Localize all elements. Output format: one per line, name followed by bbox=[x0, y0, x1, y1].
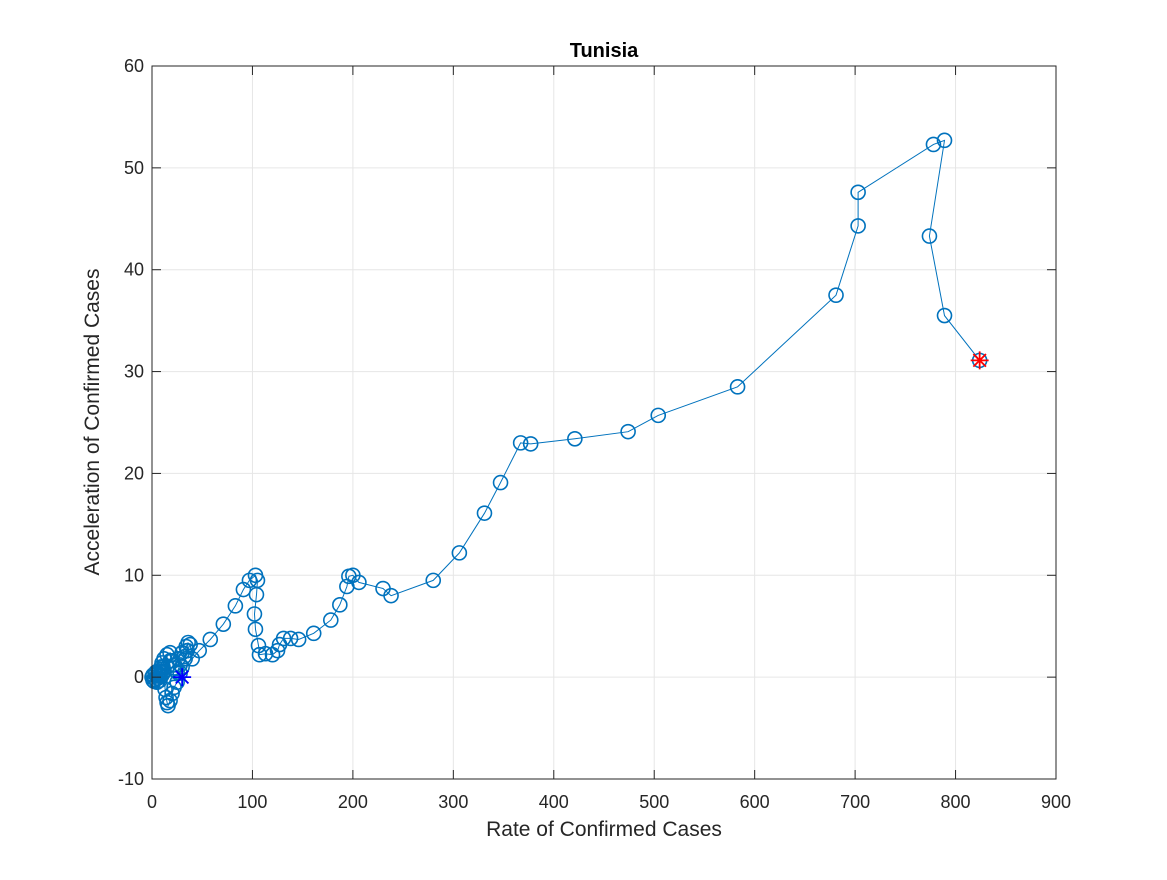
y-axis-label: Acceleration of Confirmed Cases bbox=[81, 269, 104, 576]
plot-area bbox=[152, 66, 1056, 779]
y-tick-label: 30 bbox=[124, 362, 144, 382]
y-tick-label: 0 bbox=[134, 667, 144, 687]
y-tick-label: 10 bbox=[124, 565, 144, 585]
start-marker bbox=[173, 668, 192, 687]
data-point bbox=[650, 407, 667, 424]
data-point bbox=[191, 642, 208, 659]
data-point bbox=[162, 644, 178, 661]
x-tick-label: 300 bbox=[438, 792, 468, 812]
data-point bbox=[227, 598, 244, 614]
axes-box bbox=[151, 65, 1057, 780]
start-marker-stroke bbox=[175, 670, 190, 685]
data-point bbox=[850, 184, 866, 201]
x-tick-label: 400 bbox=[539, 792, 569, 812]
data-point bbox=[383, 587, 399, 604]
data-point bbox=[305, 625, 322, 642]
data-point bbox=[522, 436, 539, 452]
data-point bbox=[290, 631, 307, 648]
data-point bbox=[169, 674, 185, 691]
data-point bbox=[156, 651, 172, 667]
data-point bbox=[476, 505, 493, 521]
y-tick-label: 40 bbox=[124, 260, 144, 280]
data-point bbox=[567, 430, 583, 447]
data-point bbox=[269, 642, 286, 659]
data-point bbox=[925, 136, 942, 153]
tick-marks bbox=[151, 65, 1057, 780]
x-tick-label: 700 bbox=[840, 792, 870, 812]
data-point bbox=[921, 228, 938, 244]
data-point bbox=[172, 657, 188, 673]
x-tick-labels: 0 100 200 300 400 500 600 700 800 900 bbox=[147, 792, 1071, 812]
data-point bbox=[322, 612, 339, 628]
data-point bbox=[275, 630, 292, 647]
data-point bbox=[248, 586, 265, 603]
chart-title: Tunisia bbox=[570, 40, 639, 62]
data-point bbox=[282, 630, 299, 647]
data-point bbox=[257, 645, 274, 662]
data-point bbox=[332, 597, 348, 613]
x-tick-label: 200 bbox=[338, 792, 368, 812]
data-point bbox=[492, 474, 509, 491]
data-point bbox=[512, 435, 529, 451]
x-tick-label: 100 bbox=[237, 792, 267, 812]
y-tick-label: -10 bbox=[118, 769, 144, 789]
x-tick-label: 600 bbox=[740, 792, 770, 812]
y-tick-label: 50 bbox=[124, 158, 144, 178]
data-point bbox=[936, 307, 953, 324]
data-point bbox=[169, 664, 185, 680]
y-tick-label: 60 bbox=[124, 56, 144, 76]
data-point bbox=[215, 616, 232, 632]
data-point bbox=[351, 574, 367, 591]
end-marker bbox=[970, 351, 989, 370]
data-point bbox=[828, 287, 844, 303]
data-point bbox=[202, 631, 219, 648]
y-tick-labels: -10 0 10 20 30 40 50 60 bbox=[118, 56, 144, 789]
data-point bbox=[936, 132, 953, 149]
x-tick-label: 900 bbox=[1041, 792, 1071, 812]
y-tick-label: 20 bbox=[124, 463, 144, 483]
data-point bbox=[154, 667, 170, 683]
data-point bbox=[246, 606, 263, 622]
data-point bbox=[729, 379, 746, 395]
data-point bbox=[247, 621, 264, 638]
grid bbox=[152, 66, 1056, 779]
data-point bbox=[620, 423, 636, 440]
data-point bbox=[251, 646, 268, 663]
x-tick-label: 800 bbox=[941, 792, 971, 812]
x-tick-label: 500 bbox=[639, 792, 669, 812]
end-marker-stroke bbox=[972, 353, 987, 368]
data-point bbox=[850, 218, 866, 234]
x-axis-label: Rate of Confirmed Cases bbox=[486, 818, 722, 841]
x-tick-label: 0 bbox=[147, 792, 157, 812]
data-point bbox=[425, 572, 442, 589]
data-points bbox=[144, 132, 989, 714]
data-point bbox=[451, 545, 468, 561]
